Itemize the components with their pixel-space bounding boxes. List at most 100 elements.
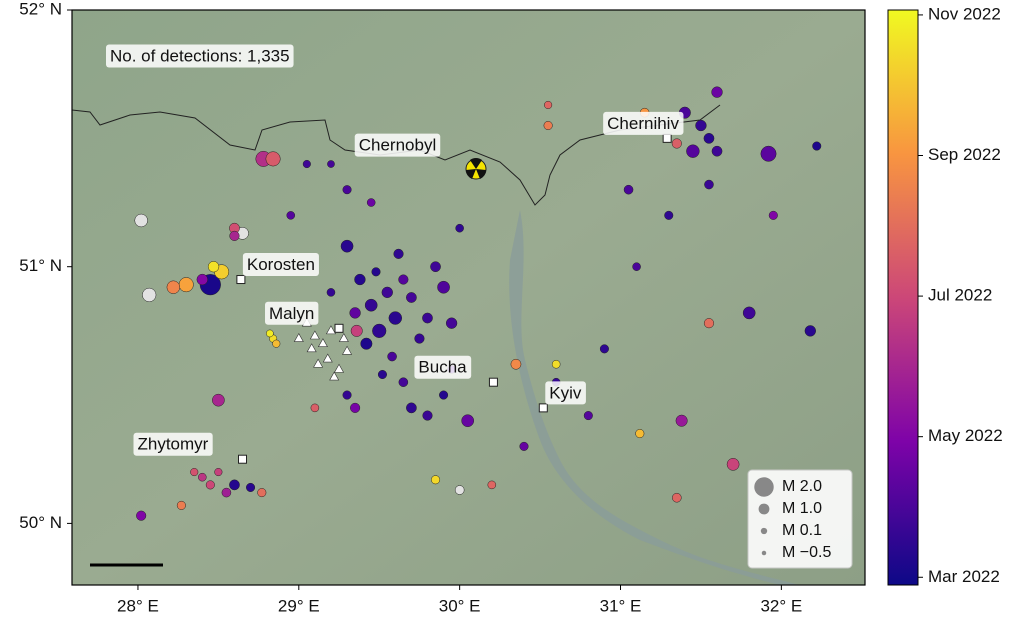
detection [510, 358, 522, 370]
colorbar-tick-label: Sep 2022 [928, 145, 1001, 164]
detection [302, 159, 311, 169]
town [488, 377, 498, 387]
detection [246, 482, 256, 492]
detection [487, 480, 497, 490]
place-label-box [265, 301, 319, 325]
detection [207, 261, 220, 273]
detection [703, 318, 715, 329]
y-tick-label: 50° N [19, 513, 62, 532]
place-label-box [545, 381, 586, 405]
detection [214, 468, 223, 477]
detection [455, 223, 464, 233]
detection [726, 458, 740, 471]
size-legend: M 2.0 M 1.0 M 0.1 M −0.5 [747, 469, 853, 569]
station [309, 330, 320, 340]
station [313, 358, 324, 368]
detection [388, 311, 403, 325]
annotation: No. of detections: 1,335 [110, 46, 290, 65]
colorbar-tick-label: Jul 2022 [928, 286, 992, 305]
station [342, 345, 353, 355]
colorbar-tick-label: Nov 2022 [928, 4, 1001, 23]
detection [812, 141, 822, 151]
detection [198, 472, 207, 482]
place-label: Bucha [418, 358, 467, 377]
detection [350, 324, 363, 337]
detection [704, 179, 714, 190]
detection [445, 317, 458, 329]
detection [671, 138, 682, 149]
station [334, 363, 345, 373]
detection [178, 277, 194, 293]
x-tick-label: 31° E [600, 596, 642, 615]
legend-label: M −0.5 [782, 544, 831, 561]
place-label: Chernihiv [607, 114, 679, 133]
town [334, 323, 344, 333]
frame [71, 9, 866, 586]
detection [372, 323, 387, 338]
detection [265, 151, 281, 167]
detection [804, 325, 816, 337]
detection [635, 429, 645, 439]
place-label-box [414, 355, 472, 379]
detection [350, 402, 361, 413]
legend-label: M 2.0 [782, 478, 822, 495]
station [325, 325, 336, 335]
town [238, 454, 248, 464]
detection [205, 480, 215, 490]
detection [381, 286, 393, 299]
detection [742, 306, 756, 320]
detection [543, 120, 553, 131]
place-label: Zhytomyr [138, 435, 209, 454]
detection [544, 100, 553, 110]
detection [360, 337, 373, 350]
detection [583, 411, 593, 421]
marks [134, 86, 822, 521]
x-tick-label: 29° E [278, 596, 320, 615]
station [329, 371, 340, 381]
detection [342, 390, 352, 400]
detection [551, 359, 561, 369]
colorbar [887, 9, 919, 586]
detection [439, 390, 449, 400]
detection [166, 280, 181, 294]
detection [768, 210, 778, 220]
place-label: Malyn [269, 304, 314, 323]
y-tick-label: 52° N [19, 0, 62, 18]
detection [632, 262, 641, 271]
detection [142, 287, 157, 303]
detection [387, 351, 397, 362]
detection [310, 403, 320, 413]
detection [406, 402, 417, 414]
detection [519, 441, 529, 451]
colorbar-tick-label: May 2022 [928, 426, 1003, 445]
legend-marker [760, 527, 768, 535]
detection [422, 410, 433, 421]
detection [229, 230, 240, 241]
legend-box [747, 469, 853, 569]
detection [703, 133, 715, 144]
detection [340, 239, 354, 253]
detection [711, 86, 723, 98]
chernobyl-label: Chernobyl [359, 136, 437, 155]
detection [326, 288, 336, 297]
detection [196, 273, 208, 286]
legend-label: M 1.0 [782, 500, 822, 517]
town [236, 275, 246, 285]
detection [377, 369, 387, 380]
colorbar-tick-label: Mar 2022 [928, 567, 1000, 586]
basemap [72, 10, 865, 585]
x-tick-label: 28° E [117, 596, 159, 615]
detection [599, 344, 609, 354]
detection [431, 475, 441, 485]
detection [711, 145, 723, 157]
detection [364, 298, 378, 312]
detection [664, 210, 674, 220]
station [306, 343, 317, 353]
detection [461, 414, 475, 428]
detection [266, 329, 274, 338]
detection [398, 274, 409, 285]
detection [257, 488, 267, 498]
detection [371, 267, 381, 277]
detection [354, 273, 366, 286]
